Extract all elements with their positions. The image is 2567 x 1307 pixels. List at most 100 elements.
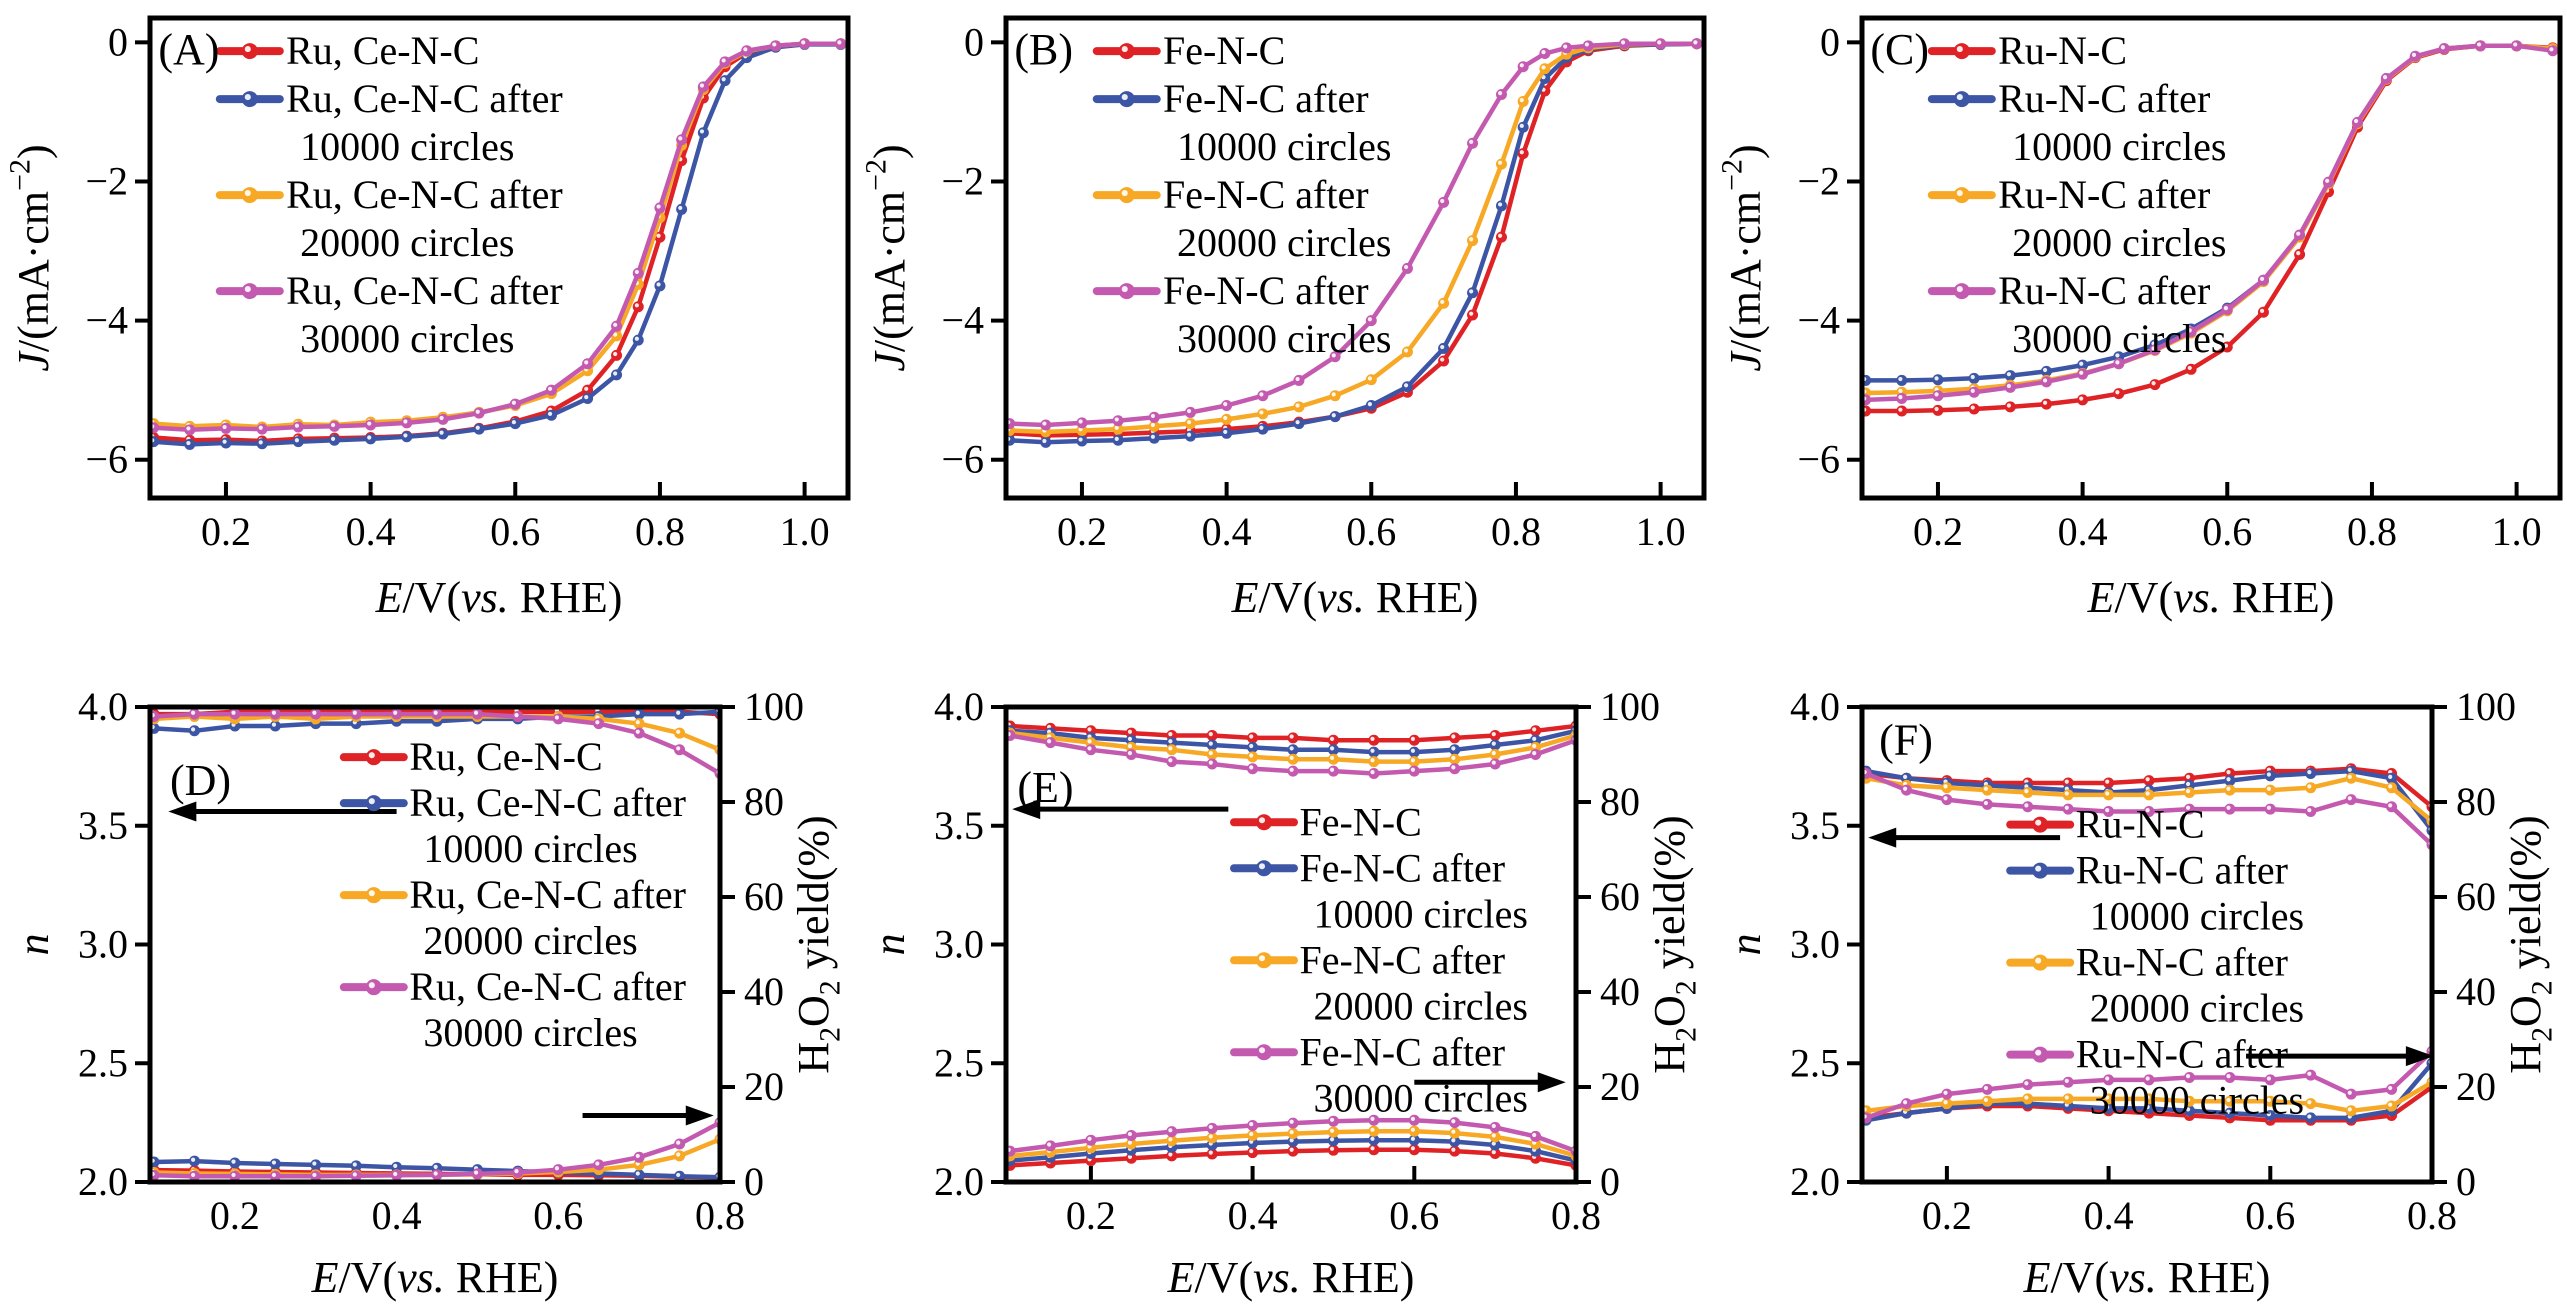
marker-highlight <box>2006 383 2011 389</box>
marker-highlight <box>1370 1146 1375 1151</box>
legend-label: Fe-N-C after <box>1300 845 1505 890</box>
marker-highlight <box>1127 1131 1133 1137</box>
x-axis-title: E/V(vs. RHE) <box>1167 1253 1415 1302</box>
marker-highlight <box>1403 383 1409 388</box>
legend-label: Ru, Ce-N-C after <box>409 872 686 917</box>
legend-label: Ru, Ce-N-C after <box>409 780 686 825</box>
x-tick-label: 0.2 <box>1066 1193 1116 1238</box>
x-tick-label: 0.8 <box>2347 509 2397 554</box>
legend-label: Ru, Ce-N-C after <box>409 964 686 1009</box>
series-group <box>150 707 720 1182</box>
y-tick-label: 3.0 <box>934 922 984 967</box>
marker-highlight <box>772 42 777 47</box>
marker-highlight <box>613 351 618 357</box>
marker-highlight <box>330 422 336 428</box>
marker-highlight <box>191 710 196 715</box>
marker-highlight <box>433 1171 438 1176</box>
y2-tick-label: 0 <box>1600 1159 1620 1204</box>
marker-highlight <box>231 710 236 715</box>
marker-highlight <box>584 386 589 391</box>
marker-highlight <box>676 1152 681 1157</box>
marker-highlight <box>1258 817 1266 824</box>
x-axis-title: E/V(vs. RHE) <box>1231 573 1479 622</box>
marker-highlight <box>191 1157 196 1162</box>
marker-highlight <box>1121 46 1128 53</box>
marker-highlight <box>2105 1095 2110 1100</box>
marker-highlight <box>2024 803 2029 808</box>
marker-highlight <box>1532 1132 1537 1138</box>
legend-label: Ru, Ce-N-C after <box>286 172 563 217</box>
marker-highlight <box>271 1172 277 1178</box>
marker-highlight <box>2354 118 2359 124</box>
marker-highlight <box>258 425 263 430</box>
y2-tick-label: 80 <box>1600 779 1640 824</box>
y-tick-label: 4.0 <box>1790 684 1840 729</box>
plot-frame <box>147 15 851 501</box>
legend-label: 10000 circles <box>423 826 637 871</box>
marker-highlight <box>2145 1095 2150 1100</box>
marker-highlight <box>1440 344 1445 350</box>
y-tick-label: −6 <box>85 437 128 482</box>
marker-highlight <box>2042 378 2048 383</box>
y-tick-label: −6 <box>1797 437 1840 482</box>
left-axis-arrow <box>1012 799 1229 820</box>
y2-tick-label: 80 <box>2456 779 2496 824</box>
x-tick-label: 0.2 <box>1057 509 1107 554</box>
marker-highlight <box>1249 734 1254 739</box>
legend-label: Ru, Ce-N-C <box>286 28 479 73</box>
y2-axis-title: H2O2 yield(%) <box>1645 815 1702 1073</box>
y-tick-label: −6 <box>941 437 984 482</box>
marker-highlight <box>2185 1107 2191 1112</box>
marker-highlight <box>2226 777 2231 782</box>
marker-highlight <box>1329 1128 1335 1133</box>
marker-highlight <box>676 1140 681 1145</box>
marker-highlight <box>393 710 398 715</box>
legend-label: 30000 circles <box>1314 1075 1528 1120</box>
marker-highlight <box>1491 1133 1496 1138</box>
y2-tick-label: 80 <box>744 779 784 824</box>
marker-highlight <box>1249 743 1254 749</box>
y2-axis-title: H2O2 yield(%) <box>2501 815 2558 1073</box>
marker-highlight <box>1898 376 1903 382</box>
panel-svg-(E): 0.2 0.4 0.6 0.8 4.0 3.5 3.0 2.5 2.0 100 80 60 40 20 0 E… <box>865 684 1702 1302</box>
marker-highlight <box>676 1172 681 1178</box>
marker-highlight <box>1410 736 1416 741</box>
marker-highlight <box>584 360 589 365</box>
marker-highlight <box>1121 286 1128 293</box>
x-tick-label: 0.8 <box>695 1193 745 1238</box>
marker-highlight <box>1121 94 1128 101</box>
marker-highlight <box>634 303 639 308</box>
marker-highlight <box>1289 767 1294 772</box>
y2-tick-label: 100 <box>744 684 804 729</box>
marker-highlight <box>1693 40 1698 45</box>
marker-highlight <box>1491 1123 1496 1129</box>
legend-label: 20000 circles <box>423 918 637 963</box>
marker-highlight <box>1186 432 1192 437</box>
legend-label: 10000 circles <box>1314 891 1528 936</box>
marker-highlight <box>676 746 681 751</box>
marker-highlight <box>1370 1136 1375 1141</box>
panel-svg-(B): 0.2 0.4 0.6 0.8 1.0 0 −2 −4 −6 E/V(vs. RHE) J/(mA·… <box>860 15 1707 622</box>
marker-highlight <box>1258 863 1266 870</box>
marker-highlight <box>1289 746 1294 751</box>
marker-highlight <box>2347 796 2352 801</box>
marker-highlight <box>1289 1130 1294 1135</box>
marker-highlight <box>1249 765 1254 770</box>
marker-highlight <box>1370 1127 1375 1132</box>
y-axis-title: n <box>865 934 914 956</box>
y2-tick-label: 20 <box>2456 1064 2496 1109</box>
marker-highlight <box>1370 748 1375 753</box>
marker-highlight <box>2151 381 2156 386</box>
marker-highlight <box>613 371 618 376</box>
marker-highlight <box>2388 1102 2393 1107</box>
x-tick-label: 0.6 <box>1389 1193 1439 1238</box>
marker-highlight <box>1491 1141 1496 1146</box>
marker-highlight <box>635 1171 640 1176</box>
marker-highlight <box>1934 406 1939 412</box>
marker-highlight <box>352 710 357 715</box>
marker-highlight <box>2307 1100 2312 1105</box>
marker-highlight <box>244 190 251 197</box>
right-axis-arrow <box>2246 1046 2434 1067</box>
x-tick-label: 0.8 <box>1491 509 1541 554</box>
